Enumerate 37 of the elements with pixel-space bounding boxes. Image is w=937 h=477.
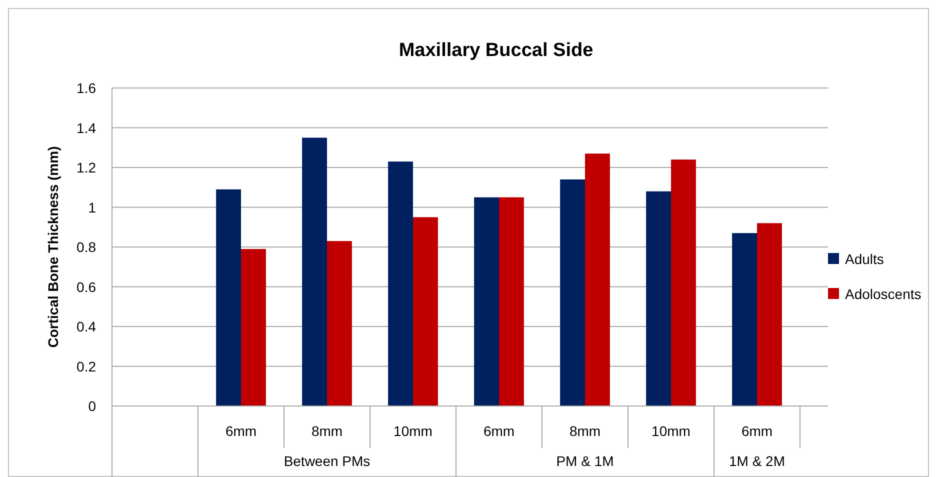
y-tick-label: 0 (88, 398, 96, 414)
bar (585, 154, 610, 406)
chart-title: Maxillary Buccal Side (398, 40, 594, 61)
bar (474, 197, 499, 406)
bar (560, 179, 585, 406)
bar (671, 160, 696, 406)
bar (413, 217, 438, 406)
bar (388, 162, 413, 406)
y-tick-label: 0.8 (76, 239, 96, 255)
x-tick-label: 6mm (225, 423, 257, 439)
y-tick-label: 1 (88, 199, 96, 216)
y-axis-title: Cortical Bone Thickness (mm) (45, 146, 61, 348)
text: 1M & 2M (728, 453, 786, 469)
bar (732, 233, 757, 406)
x-tick-label: 6mm (741, 423, 773, 439)
x-tick-label: 6mm (483, 423, 515, 439)
y-tick-label: 1.2 (76, 160, 96, 176)
bar (216, 189, 241, 406)
x-tick-label: 10mm (394, 423, 432, 439)
bar (327, 241, 352, 406)
text: PM & 1M (556, 453, 614, 469)
y-tick-label: 0.2 (76, 358, 96, 374)
y-tick-label: 1.6 (76, 80, 96, 96)
x-tick-label: 8mm (311, 423, 343, 439)
y-tick-label: 0.6 (76, 278, 96, 295)
x-tick-label: 10mm (652, 423, 690, 439)
y-tick-label: 0.4 (76, 318, 96, 334)
x-tick-label: 8mm (569, 423, 601, 439)
bar (499, 197, 524, 406)
bar (757, 223, 782, 406)
legend-label: Adoloscents (845, 286, 922, 302)
bar (302, 138, 327, 406)
bar (241, 248, 266, 406)
text: Between PMs (284, 453, 370, 469)
bar (646, 191, 671, 406)
legend-label: Adults (845, 251, 884, 267)
y-tick-label: 1.4 (76, 120, 96, 136)
